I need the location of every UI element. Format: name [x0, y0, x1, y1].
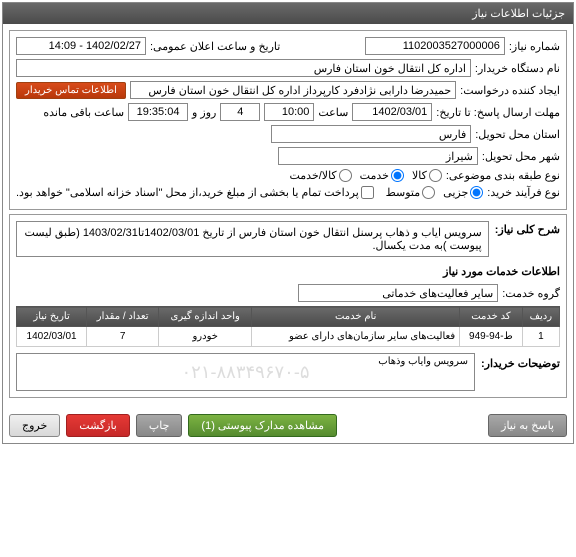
col-qty: تعداد / مقدار [87, 307, 159, 327]
row-city: شهر محل تحویل: [16, 147, 560, 165]
desc-label: شرح کلی نیاز: [495, 221, 560, 238]
group-label: گروه خدمت: [502, 287, 560, 300]
cell-name: فعالیت‌های سایر سازمان‌های دارای عضو [252, 327, 460, 347]
buyer-label: نام دستگاه خریدار: [475, 62, 560, 75]
radio-partial[interactable] [470, 186, 483, 199]
row-province: استان محل تحویل: [16, 125, 560, 143]
buyer-note-label: توضیحات خریدار: [481, 353, 560, 370]
exit-button[interactable]: خروج [9, 414, 60, 437]
radio-service-label: خدمت [360, 169, 389, 182]
buyer-note-text: سرویس وایاب وذهاب [378, 356, 468, 367]
checkbox-payment[interactable] [361, 186, 374, 199]
col-code: کد خدمت [460, 307, 523, 327]
days-label: روز و [192, 106, 216, 119]
print-button[interactable]: چاپ [136, 414, 183, 437]
cell-date: 1402/03/01 [17, 327, 87, 347]
process-type-label: نوع فرآیند خرید: [487, 186, 560, 199]
table-header-row: ردیف کد خدمت نام خدمت واحد اندازه گیری ت… [17, 307, 560, 327]
row-buyer: نام دستگاه خریدار: [16, 59, 560, 77]
row-process-type: نوع فرآیند خرید: جزیی متوسط پرداخت تمام … [16, 186, 560, 199]
col-index: ردیف [522, 307, 559, 327]
days-input[interactable] [220, 103, 260, 121]
province-input[interactable] [271, 125, 471, 143]
row-reqno: شماره نیاز: تاریخ و ساعت اعلان عمومی: [16, 37, 560, 55]
deadline-time-input[interactable] [264, 103, 314, 121]
answer-button[interactable]: پاسخ به نیاز [488, 414, 567, 437]
col-name: نام خدمت [252, 307, 460, 327]
buyer-note-row: توضیحات خریدار: سرویس وایاب وذهاب ۰۲۱-۸۸… [16, 353, 560, 391]
radio-both-label: کالا/خدمت [289, 169, 336, 182]
payment-note: پرداخت تمام یا بخشی از مبلغ خرید،از محل … [16, 186, 359, 199]
col-date: تاریخ نیاز [17, 307, 87, 327]
form-section: شماره نیاز: تاریخ و ساعت اعلان عمومی: نا… [9, 30, 567, 210]
radio-service[interactable] [391, 169, 404, 182]
table-row[interactable]: 1 ط-94-949 فعالیت‌های سایر سازمان‌های دا… [17, 327, 560, 347]
remain-label: ساعت باقی مانده [43, 106, 124, 119]
cell-index: 1 [522, 327, 559, 347]
creator-label: ایجاد کننده درخواست: [460, 84, 560, 97]
description-section: شرح کلی نیاز: سرویس ایاب و ذهاب پرسنل ان… [9, 214, 567, 398]
province-label: استان محل تحویل: [475, 128, 560, 141]
radio-medium[interactable] [422, 186, 435, 199]
services-title: اطلاعات خدمات مورد نیاز [16, 263, 560, 280]
col-unit: واحد اندازه گیری [159, 307, 252, 327]
reqno-label: شماره نیاز: [509, 40, 560, 53]
panel-body: شماره نیاز: تاریخ و ساعت اعلان عمومی: نا… [3, 24, 573, 408]
deadline-label: مهلت ارسال پاسخ: تا تاریخ: [436, 106, 560, 119]
row-deadline: مهلت ارسال پاسخ: تا تاریخ: ساعت روز و سا… [16, 103, 560, 121]
back-button[interactable]: بازگشت [66, 414, 130, 437]
radio-medium-label: متوسط [386, 186, 421, 199]
process-type-group: جزیی متوسط [386, 186, 484, 199]
announce-label: تاریخ و ساعت اعلان عمومی: [150, 40, 280, 53]
remain-input[interactable] [128, 103, 188, 121]
radio-goods-label: کالا [412, 169, 427, 182]
services-table: ردیف کد خدمت نام خدمت واحد اندازه گیری ت… [16, 306, 560, 347]
attachments-button[interactable]: مشاهده مدارک پیوستی (1) [188, 414, 337, 437]
city-label: شهر محل تحویل: [482, 150, 560, 163]
watermark: ۰۲۱-۸۸۳۴۹۶۷۰-۵ [181, 362, 309, 383]
main-panel: جزئیات اطلاعات نیاز شماره نیاز: تاریخ و … [2, 2, 574, 444]
row-service-group: گروه خدمت: [16, 284, 560, 302]
buyer-input[interactable] [16, 59, 471, 77]
deadline-date-input[interactable] [352, 103, 432, 121]
creator-input[interactable] [130, 81, 456, 99]
button-bar: پاسخ به نیاز مشاهده مدارک پیوستی (1) چاپ… [3, 408, 573, 443]
desc-text: سرویس ایاب و ذهاب پرسنل انتقال خون استان… [16, 221, 489, 257]
panel-title: جزئیات اطلاعات نیاز [3, 3, 573, 24]
buyer-note-box: سرویس وایاب وذهاب ۰۲۱-۸۸۳۴۹۶۷۰-۵ [16, 353, 475, 391]
group-input[interactable] [298, 284, 498, 302]
subject-type-label: نوع طبقه بندی موضوعی: [446, 169, 560, 182]
announce-input[interactable] [16, 37, 146, 55]
row-creator: ایجاد کننده درخواست: اطلاعات تماس خریدار [16, 81, 560, 99]
city-input[interactable] [278, 147, 478, 165]
radio-partial-label: جزیی [443, 186, 468, 199]
cell-code: ط-94-949 [460, 327, 523, 347]
reqno-input[interactable] [365, 37, 505, 55]
time-label: ساعت [318, 106, 348, 119]
contact-buyer-button[interactable]: اطلاعات تماس خریدار [16, 82, 126, 99]
cell-unit: خودرو [159, 327, 252, 347]
row-subject-type: نوع طبقه بندی موضوعی: کالا خدمت کالا/خدم… [16, 169, 560, 182]
radio-both[interactable] [339, 169, 352, 182]
radio-goods[interactable] [429, 169, 442, 182]
cell-qty: 7 [87, 327, 159, 347]
subject-type-group: کالا خدمت کالا/خدمت [289, 169, 441, 182]
